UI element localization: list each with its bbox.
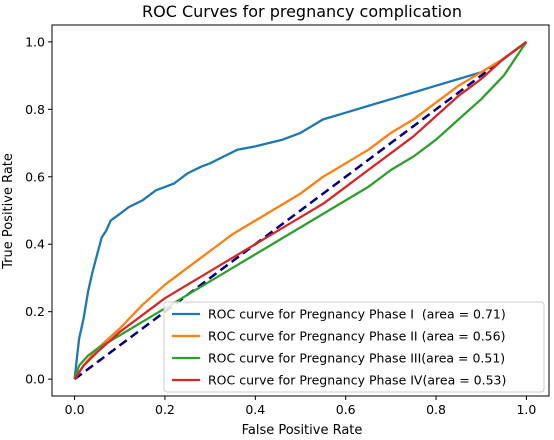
y-tick-label: 0.6 (25, 169, 45, 184)
y-tick-label: 1.0 (25, 34, 45, 49)
chart-title: ROC Curves for pregnancy complication (142, 2, 462, 21)
diagonal-reference-line (73, 40, 528, 381)
roc-series-line-1 (73, 40, 528, 380)
y-tick-label: 0.0 (25, 372, 45, 387)
axes: 0.0 0.2 0.4 0.6 0.8 1.0 0.0 0.2 0.4 0.6 0.8 1.0 (25, 24, 550, 417)
x-tick-label: 0.4 (245, 402, 265, 417)
x-tick-label: 1.0 (516, 402, 536, 417)
x-tick-label: 0.6 (336, 402, 356, 417)
y-tick-label: 0.4 (25, 237, 45, 252)
x-tick-label: 0.2 (155, 402, 175, 417)
legend-label-4: ROC curve for Pregnancy Phase IV(area = … (208, 373, 506, 388)
legend-label-3: ROC curve for Pregnancy Phase III(area =… (208, 351, 505, 366)
axes-frame (51, 24, 550, 397)
y-axis-label: True Positive Rate (1, 153, 16, 270)
x-tick-label: 0.0 (65, 402, 85, 417)
x-axis-label: False Positive Rate (242, 423, 363, 438)
y-tick-label: 0.8 (25, 102, 45, 117)
legend-label-1: ROC curve for Pregnancy Phase I (area = … (208, 307, 506, 322)
legend-box (163, 301, 545, 393)
legend: ROC curve for Pregnancy Phase I (area = … (163, 301, 545, 393)
legend-label-2: ROC curve for Pregnancy Phase II (area =… (208, 329, 505, 344)
x-tick-label: 0.8 (426, 402, 446, 417)
roc-series-line-4 (73, 40, 528, 380)
y-tick-label: 0.2 (25, 304, 45, 319)
roc-series-line-2 (73, 40, 528, 380)
plot-area (73, 40, 528, 381)
